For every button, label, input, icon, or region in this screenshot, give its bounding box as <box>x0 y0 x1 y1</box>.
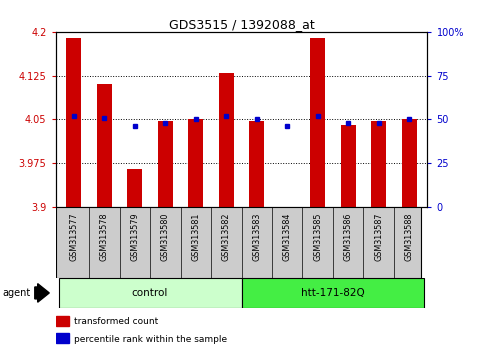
Bar <box>371 121 386 207</box>
Text: GSM313581: GSM313581 <box>191 213 200 261</box>
Text: GSM313584: GSM313584 <box>283 213 292 261</box>
Text: control: control <box>132 288 168 298</box>
Bar <box>56 333 69 343</box>
Bar <box>249 121 264 207</box>
Text: GSM313580: GSM313580 <box>161 213 170 261</box>
Bar <box>56 316 69 326</box>
Text: GSM313582: GSM313582 <box>222 213 231 261</box>
Text: GSM313577: GSM313577 <box>70 213 78 261</box>
Text: GSM313586: GSM313586 <box>344 213 353 261</box>
Text: GSM313578: GSM313578 <box>100 213 109 261</box>
Text: GSM313587: GSM313587 <box>374 213 383 261</box>
Bar <box>341 125 356 207</box>
Bar <box>401 119 417 207</box>
Text: GSM313585: GSM313585 <box>313 213 322 261</box>
Text: agent: agent <box>2 288 30 298</box>
Bar <box>127 169 142 207</box>
Text: GSM313588: GSM313588 <box>405 213 413 261</box>
Bar <box>188 119 203 207</box>
Bar <box>157 121 173 207</box>
Bar <box>58 278 242 308</box>
Text: GSM313583: GSM313583 <box>252 213 261 261</box>
Text: GSM313579: GSM313579 <box>130 213 139 261</box>
Text: transformed count: transformed count <box>74 317 158 326</box>
Bar <box>280 207 295 245</box>
Text: percentile rank within the sample: percentile rank within the sample <box>74 335 227 344</box>
Bar <box>66 38 82 207</box>
Bar <box>219 73 234 207</box>
Title: GDS3515 / 1392088_at: GDS3515 / 1392088_at <box>169 18 314 31</box>
Bar <box>310 38 326 207</box>
Bar <box>242 278 425 308</box>
Text: htt-171-82Q: htt-171-82Q <box>301 288 365 298</box>
Bar <box>97 84 112 207</box>
FancyArrow shape <box>35 284 49 302</box>
